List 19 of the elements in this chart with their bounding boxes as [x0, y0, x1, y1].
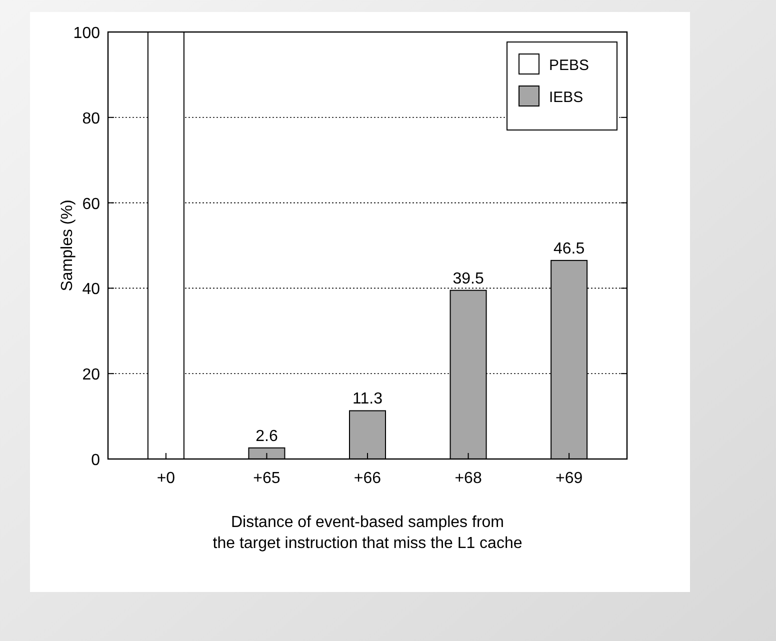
- x-axis-title: Distance of event-based samples from the target instruction that miss the L1 cache: [212, 514, 522, 552]
- y-tick-label: 20: [82, 366, 100, 384]
- y-tick-label: 0: [91, 452, 100, 469]
- data-label: 2.6: [256, 428, 278, 445]
- data-label: 39.5: [452, 270, 484, 288]
- x-tick-label: +65: [253, 470, 280, 487]
- x-tick-label: +69: [555, 470, 583, 487]
- legend-label: IEBS: [549, 89, 584, 106]
- legend-label: PEBS: [549, 57, 590, 74]
- x-tick-label: +68: [454, 470, 482, 487]
- x-tick-label: +66: [354, 470, 382, 487]
- y-tick-label: 100: [73, 25, 100, 42]
- data-label: 11.3: [352, 390, 383, 408]
- y-tick-label: 40: [82, 281, 100, 298]
- y-tick-label: 60: [82, 196, 100, 213]
- y-axis-title: Samples (%): [59, 200, 76, 292]
- data-label: 46.5: [553, 240, 585, 258]
- x-tick-label: +0: [156, 470, 176, 487]
- y-tick-label: 80: [82, 110, 100, 128]
